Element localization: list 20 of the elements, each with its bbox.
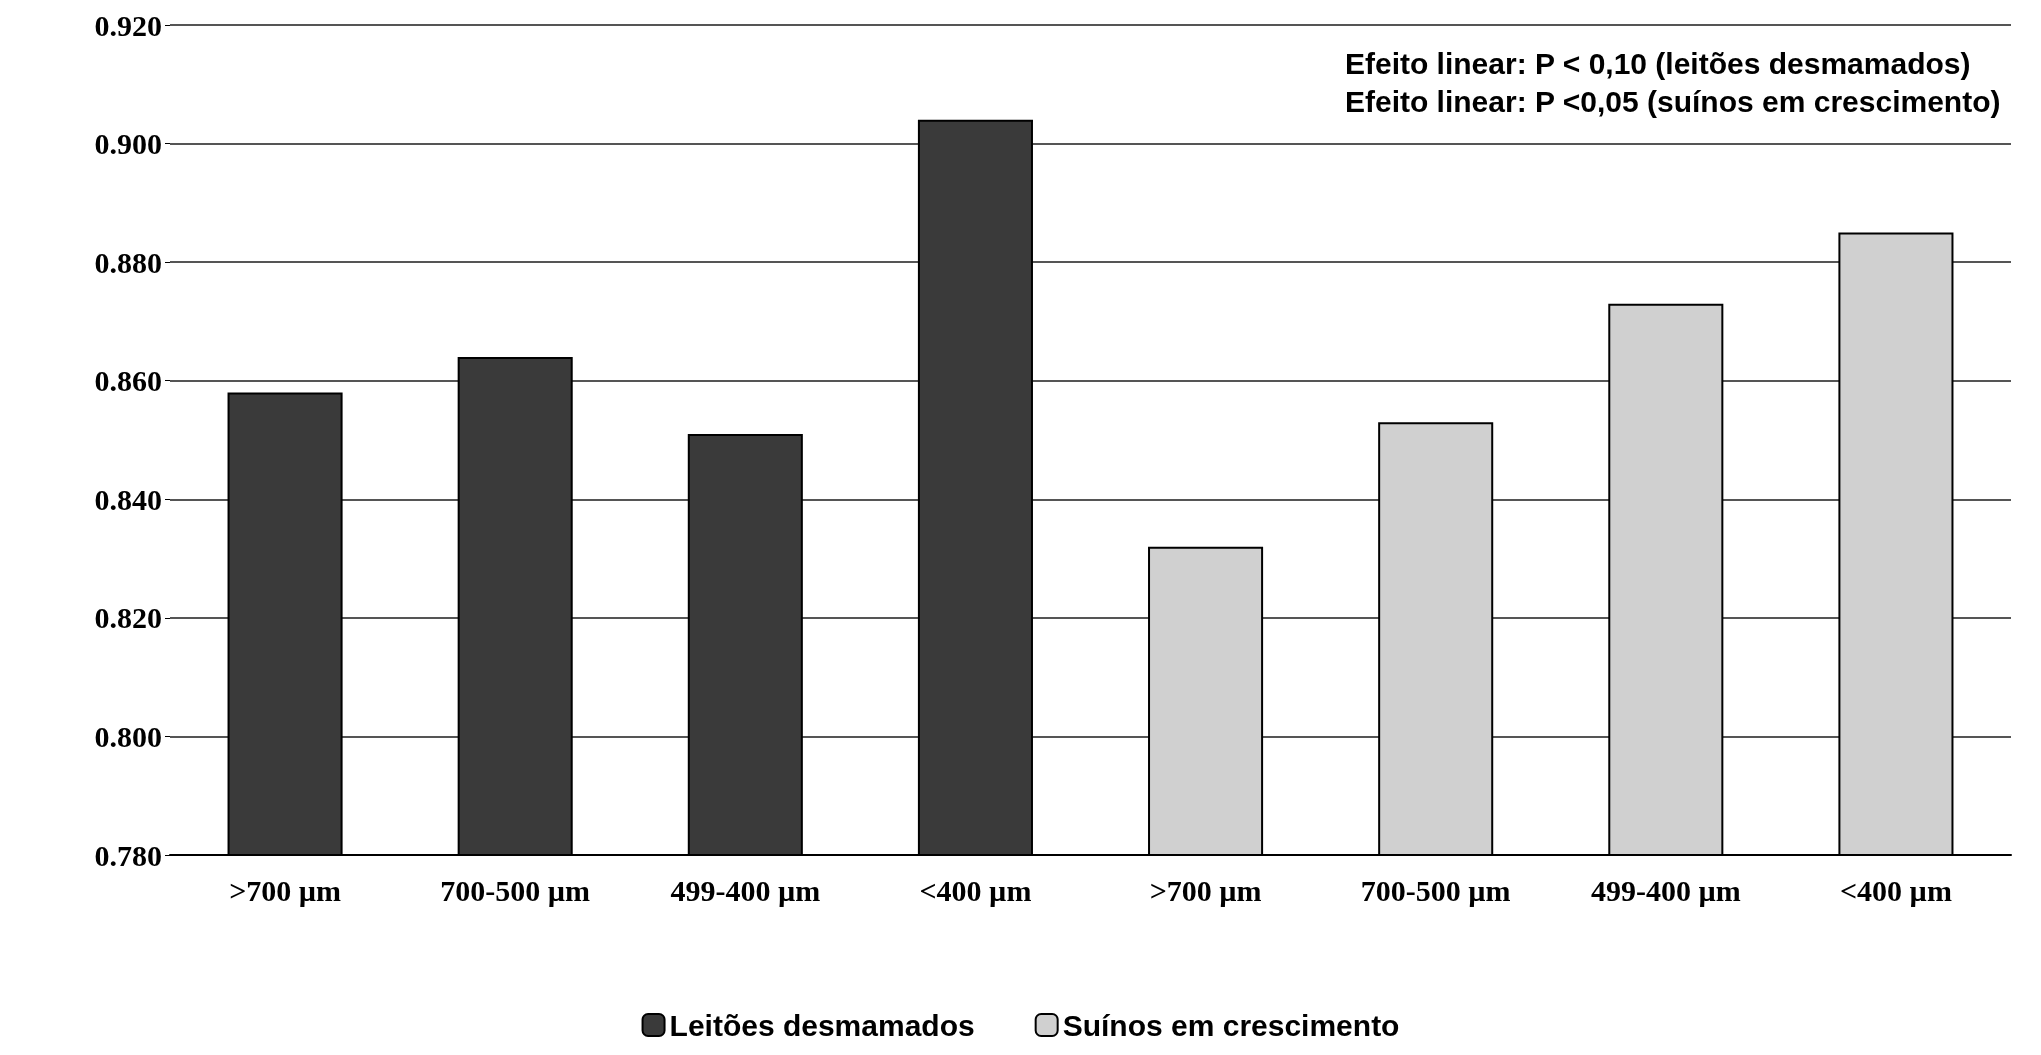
y-tick-label: 0.820: [94, 601, 162, 635]
annotation: Efeito linear: P < 0,10 (leitões desmamados): [1344, 46, 1971, 80]
y-tick-label: 0.900: [94, 127, 162, 161]
y-tick-label: 0.920: [94, 8, 162, 42]
x-tick-label: >700 µm: [1149, 873, 1262, 907]
y-tick-label: 0.780: [94, 838, 162, 872]
legend-label: Leitões desmamados: [669, 1008, 975, 1042]
x-tick-label: <400 µm: [919, 873, 1032, 907]
x-tick-label: <400 µm: [1840, 873, 1952, 907]
annotation: Efeito linear: P <0,05 (suínos em crescimento): [1344, 84, 2001, 118]
y-tick-label: 0.860: [94, 364, 162, 398]
x-tick-label: 499-400 µm: [1590, 873, 1741, 907]
x-tick-label: 499-400 µm: [670, 873, 821, 907]
legend-label: Suínos em crescimento: [1062, 1008, 1400, 1042]
y-tick-label: 0.800: [94, 719, 162, 753]
x-tick-label: 700-500 µm: [1360, 873, 1511, 907]
y-tick-label: 0.840: [94, 482, 162, 516]
y-tick-label: 0.880: [94, 245, 162, 279]
x-tick-label: 700-500 µm: [440, 873, 591, 907]
x-tick-label: >700 µm: [229, 873, 341, 907]
